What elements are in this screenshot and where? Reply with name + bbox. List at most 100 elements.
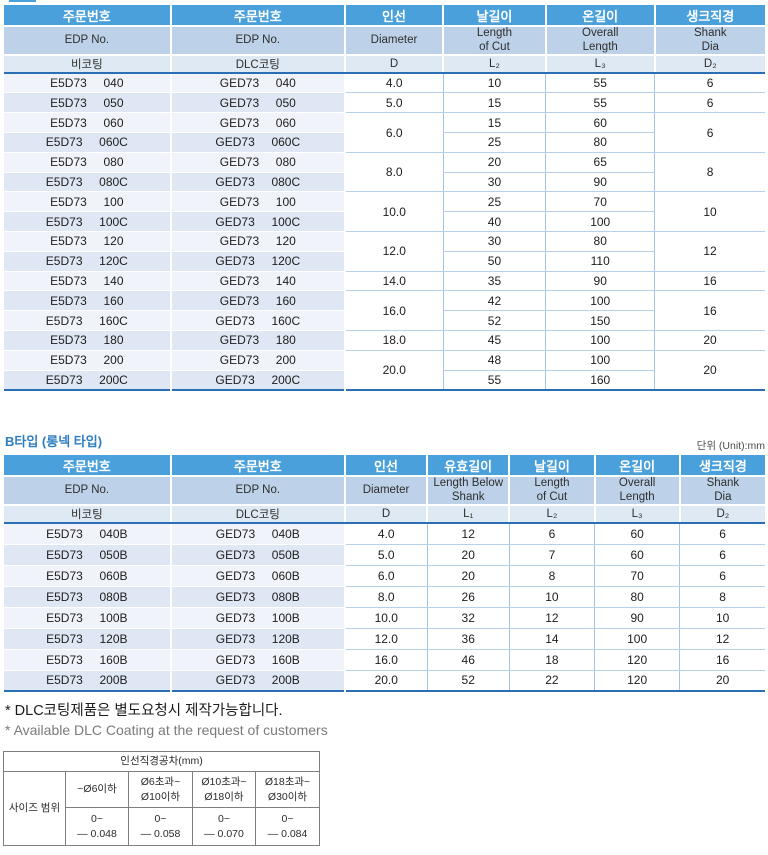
spec-value-cell: 15 xyxy=(442,112,546,134)
column-header: 온길이 xyxy=(545,5,656,27)
table-row: E5D73 200C GED73 200C 55 160 xyxy=(4,370,765,391)
tolerance-value: 0~ — 0.048 xyxy=(65,807,129,846)
spec-value-cell: 20 xyxy=(654,350,765,391)
table-row: E5D73 160C GED73 160C 52 150 xyxy=(4,310,765,331)
spec-value-cell: 12 xyxy=(426,523,510,545)
diameter-tolerance-table: 인선직경공차(mm) 사이즈 범위 ~Ø6이하 Ø6초과~ Ø10이하 Ø10초… xyxy=(2,751,321,846)
spec-value-cell: 20 xyxy=(679,670,765,692)
table-row: E5D73 200 GED73 200 20.0 48 100 20 xyxy=(4,350,765,391)
table-row: E5D73 120 GED73 120 12.0 30 80 12 xyxy=(4,231,765,272)
edp-number-cell: E5D73 140 xyxy=(4,271,172,292)
spec-value-cell: 6 xyxy=(654,73,765,94)
edp-number-cell: GED73 060 xyxy=(170,112,346,134)
spec-value-cell: 32 xyxy=(426,607,510,629)
edp-number-cell: E5D73 040B xyxy=(4,523,172,545)
edp-number-cell: GED73 050B xyxy=(170,544,346,566)
column-header: Length of Cut xyxy=(509,476,596,507)
edp-number-cell: E5D73 120B xyxy=(4,628,172,650)
column-header: EDP No. xyxy=(4,26,172,57)
tolerance-row-label: 사이즈 범위 xyxy=(3,771,66,846)
spec-value-cell: 16.0 xyxy=(344,649,428,671)
edp-number-cell: E5D73 100 xyxy=(4,191,172,213)
spec-value-cell: 15 xyxy=(442,92,546,114)
column-header: L₁ xyxy=(427,505,511,525)
table-row: E5D73 200B GED73 200B 20.0 52 22 120 20 xyxy=(4,670,765,692)
spec-value-cell: 6 xyxy=(508,523,595,545)
table-row: E5D73 040B GED73 040B 4.0 12 6 60 6 xyxy=(4,523,765,545)
column-header: D xyxy=(344,55,445,75)
column-header: Length of Cut xyxy=(443,26,547,57)
column-header: Length Below Shank xyxy=(427,476,511,507)
spec-value-cell: 120 xyxy=(594,649,680,671)
unit-label: 단위 (Unit):mm xyxy=(696,440,765,452)
tolerance-range-header: Ø6초과~ Ø10이하 xyxy=(128,771,193,808)
table-row: E5D73 080 GED73 080 8.0 20 65 8 xyxy=(4,152,765,193)
spec-value-cell: 60 xyxy=(545,112,655,134)
spec-value-cell: 90 xyxy=(594,607,680,629)
edp-number-cell: GED73 100 xyxy=(170,191,346,213)
spec-value-cell: 55 xyxy=(442,370,546,391)
column-header: DLC코팅 xyxy=(170,55,346,75)
spec-value-cell: 30 xyxy=(442,231,546,252)
footnote-korean: * DLC코팅제품은 별도요청시 제작가능합니다. xyxy=(5,703,283,719)
spec-value-cell: 52 xyxy=(442,310,546,331)
spec-value-cell: 160 xyxy=(545,370,655,391)
spec-value-cell: 12 xyxy=(654,231,765,272)
spec-value-cell: 20 xyxy=(442,152,546,173)
edp-number-cell: GED73 060B xyxy=(170,565,346,587)
spec-value-cell: 100 xyxy=(545,211,655,232)
column-header: Diameter xyxy=(344,476,429,507)
column-header: 온길이 xyxy=(594,455,681,477)
spec-value-cell: 100 xyxy=(545,330,655,351)
table-row: E5D73 160B GED73 160B 16.0 46 18 120 16 xyxy=(4,649,765,671)
table-row: E5D73 100 GED73 100 10.0 25 70 10 xyxy=(4,191,765,232)
spec-value-cell: 100 xyxy=(594,628,680,650)
spec-value-cell: 6 xyxy=(679,565,765,587)
spec-value-cell: 10 xyxy=(442,73,546,94)
column-header: L₂ xyxy=(509,505,596,525)
column-header: Overall Length xyxy=(594,476,681,507)
table-row: E5D73 180 GED73 180 18.0 45 100 20 xyxy=(4,330,765,351)
spec-value-cell: 60 xyxy=(594,544,680,566)
table-row: E5D73 160 GED73 160 16.0 42 100 16 xyxy=(4,290,765,331)
column-header: 비코팅 xyxy=(4,55,172,75)
table-row: E5D73 100C GED73 100C 40 100 xyxy=(4,211,765,232)
spec-value-cell: 80 xyxy=(594,586,680,608)
spec-value-cell: 6.0 xyxy=(344,112,444,153)
edp-number-cell: GED73 050 xyxy=(170,92,346,114)
spec-value-cell: 52 xyxy=(426,670,510,692)
spec-value-cell: 40 xyxy=(442,211,546,232)
edp-number-cell: GED73 040 xyxy=(170,73,346,94)
edp-number-cell: E5D73 160B xyxy=(4,649,172,671)
tolerance-value: 0~ — 0.070 xyxy=(192,807,256,846)
table-row: E5D73 060B GED73 060B 6.0 20 8 70 6 xyxy=(4,565,765,587)
column-header: L₃ xyxy=(545,55,656,75)
edp-number-cell: E5D73 160C xyxy=(4,310,172,331)
spec-value-cell: 46 xyxy=(426,649,510,671)
spec-value-cell: 7 xyxy=(508,544,595,566)
table-row: E5D73 080C GED73 080C 30 90 xyxy=(4,172,765,193)
spec-value-cell: 14 xyxy=(508,628,595,650)
edp-number-cell: GED73 200B xyxy=(170,670,346,692)
edp-number-cell: GED73 120C xyxy=(170,251,346,272)
spec-value-cell: 80 xyxy=(545,132,655,153)
table-a-standard-type: 주문번호 주문번호 인선 날길이 온길이 생크직경 EDP No. EDP No. Diamet… xyxy=(4,5,765,391)
spec-value-cell: 120 xyxy=(594,670,680,692)
spec-value-cell: 12.0 xyxy=(344,231,444,272)
column-header: 날길이 xyxy=(509,455,596,477)
table-row: E5D73 100B GED73 100B 10.0 32 12 90 10 xyxy=(4,607,765,629)
spec-value-cell: 8 xyxy=(679,586,765,608)
spec-value-cell: 35 xyxy=(442,271,546,292)
edp-number-cell: GED73 160 xyxy=(170,290,346,312)
column-header: 인선 xyxy=(344,5,445,27)
edp-number-cell: GED73 120 xyxy=(170,231,346,252)
edp-number-cell: E5D73 200C xyxy=(4,370,172,391)
column-header: 주문번호 xyxy=(170,455,346,477)
tolerance-range-header: Ø18초과~ Ø30이하 xyxy=(254,771,321,808)
spec-value-cell: 45 xyxy=(442,330,546,351)
edp-number-cell: E5D73 040 xyxy=(4,73,172,94)
spec-value-cell: 6 xyxy=(654,112,765,153)
spec-value-cell: 6.0 xyxy=(344,565,428,587)
spec-value-cell: 10 xyxy=(654,191,765,232)
